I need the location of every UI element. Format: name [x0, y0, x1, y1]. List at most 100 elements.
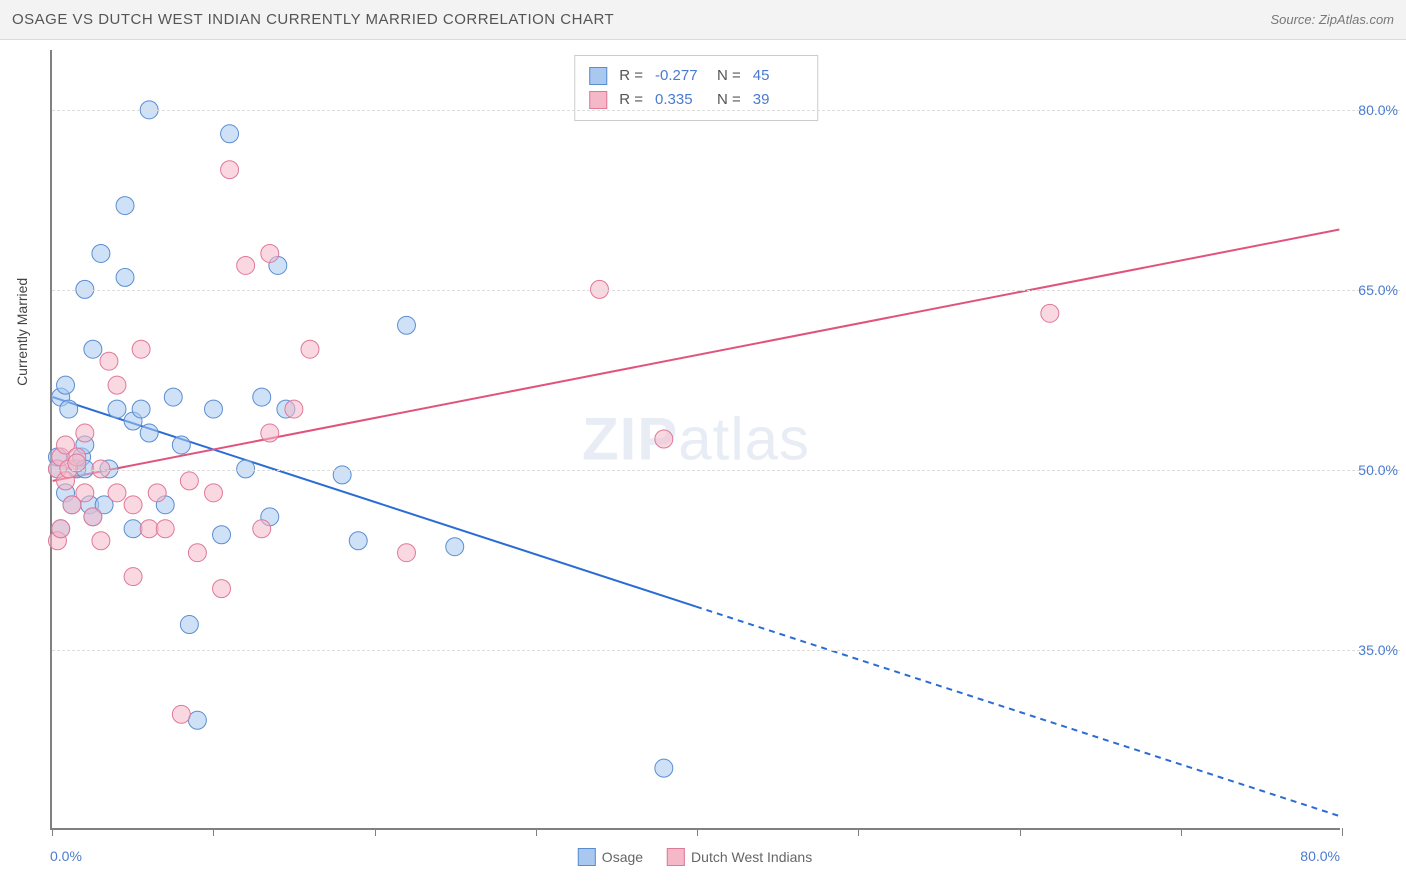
x-tick [536, 828, 537, 836]
scatter-point [349, 532, 367, 550]
scatter-point [164, 388, 182, 406]
stats-row-dwi: R = 0.335 N = 39 [589, 88, 803, 112]
scatter-point [116, 197, 134, 215]
scatter-point [76, 484, 94, 502]
y-tick-label: 80.0% [1343, 102, 1398, 118]
scatter-point [655, 430, 673, 448]
scatter-point [188, 544, 206, 562]
stats-swatch-osage [589, 67, 607, 85]
scatter-point [655, 759, 673, 777]
stats-box: R = -0.277 N = 45 R = 0.335 N = 39 [574, 55, 818, 121]
x-origin-label: 0.0% [50, 848, 82, 864]
stats-N-osage: 45 [753, 64, 803, 88]
scatter-point [180, 472, 198, 490]
scatter-point [188, 711, 206, 729]
scatter-point [237, 256, 255, 274]
scatter-point [172, 705, 190, 723]
title-bar: OSAGE VS DUTCH WEST INDIAN CURRENTLY MAR… [0, 0, 1406, 40]
scatter-point [446, 538, 464, 556]
scatter-point [132, 340, 150, 358]
x-axis-labels: 0.0% Osage Dutch West Indians 80.0% [50, 848, 1340, 878]
grid-line [52, 470, 1400, 471]
scatter-point [124, 496, 142, 514]
x-tick [858, 828, 859, 836]
scatter-point [221, 161, 239, 179]
legend-label-osage: Osage [602, 849, 643, 865]
scatter-point [148, 484, 166, 502]
chart-title: OSAGE VS DUTCH WEST INDIAN CURRENTLY MAR… [12, 11, 614, 28]
scatter-point [156, 520, 174, 538]
stats-R-dwi: 0.335 [655, 88, 705, 112]
x-tick [375, 828, 376, 836]
stats-R-osage: -0.277 [655, 64, 705, 88]
x-tick [52, 828, 53, 836]
scatter-point [84, 340, 102, 358]
scatter-point [1041, 304, 1059, 322]
scatter-point [213, 580, 231, 598]
scatter-point [116, 268, 134, 286]
stats-row-osage: R = -0.277 N = 45 [589, 64, 803, 88]
x-tick [1181, 828, 1182, 836]
regression-line-dashed [696, 607, 1339, 816]
scatter-point [84, 508, 102, 526]
x-tick [213, 828, 214, 836]
x-legend: Osage Dutch West Indians [578, 848, 812, 866]
scatter-point [261, 245, 279, 263]
grid-line [52, 290, 1400, 291]
scatter-point [132, 400, 150, 418]
scatter-point [398, 544, 416, 562]
legend-swatch-dwi [667, 848, 685, 866]
legend-item-dwi: Dutch West Indians [667, 848, 812, 866]
scatter-point [100, 352, 118, 370]
scatter-point [76, 424, 94, 442]
scatter-point [108, 484, 126, 502]
scatter-point [140, 520, 158, 538]
stats-N-label: N = [717, 88, 741, 112]
scatter-point [52, 520, 70, 538]
scatter-point [92, 245, 110, 263]
stats-R-label: R = [619, 88, 643, 112]
x-tick [697, 828, 698, 836]
grid-line [52, 110, 1400, 111]
stats-N-dwi: 39 [753, 88, 803, 112]
scatter-point [92, 460, 110, 478]
scatter-point [92, 532, 110, 550]
scatter-point [237, 460, 255, 478]
y-tick-label: 35.0% [1343, 642, 1398, 658]
source-label: Source: ZipAtlas.com [1270, 12, 1394, 27]
scatter-point [398, 316, 416, 334]
y-tick-label: 65.0% [1343, 282, 1398, 298]
grid-line [52, 650, 1400, 651]
legend-label-dwi: Dutch West Indians [691, 849, 812, 865]
scatter-point [205, 400, 223, 418]
scatter-point [285, 400, 303, 418]
scatter-point [60, 400, 78, 418]
legend-item-osage: Osage [578, 848, 643, 866]
chart-container: OSAGE VS DUTCH WEST INDIAN CURRENTLY MAR… [0, 0, 1406, 892]
scatter-point [261, 424, 279, 442]
stats-swatch-dwi [589, 91, 607, 109]
scatter-point [205, 484, 223, 502]
legend-swatch-osage [578, 848, 596, 866]
scatter-point [253, 388, 271, 406]
y-tick-label: 50.0% [1343, 462, 1398, 478]
scatter-point [333, 466, 351, 484]
y-axis-label: Currently Married [14, 278, 30, 386]
scatter-point [124, 520, 142, 538]
scatter-point [213, 526, 231, 544]
scatter-point [108, 400, 126, 418]
x-max-label: 80.0% [1300, 848, 1340, 864]
plot-area: ZIPatlas R = -0.277 N = 45 R = 0.335 N =… [50, 50, 1340, 830]
scatter-point [57, 376, 75, 394]
scatter-point [180, 616, 198, 634]
stats-R-label: R = [619, 64, 643, 88]
x-tick [1342, 828, 1343, 836]
scatter-point [172, 436, 190, 454]
scatter-point [140, 424, 158, 442]
scatter-svg [52, 50, 1340, 828]
stats-N-label: N = [717, 64, 741, 88]
x-tick [1020, 828, 1021, 836]
scatter-point [253, 520, 271, 538]
scatter-point [301, 340, 319, 358]
scatter-point [124, 568, 142, 586]
